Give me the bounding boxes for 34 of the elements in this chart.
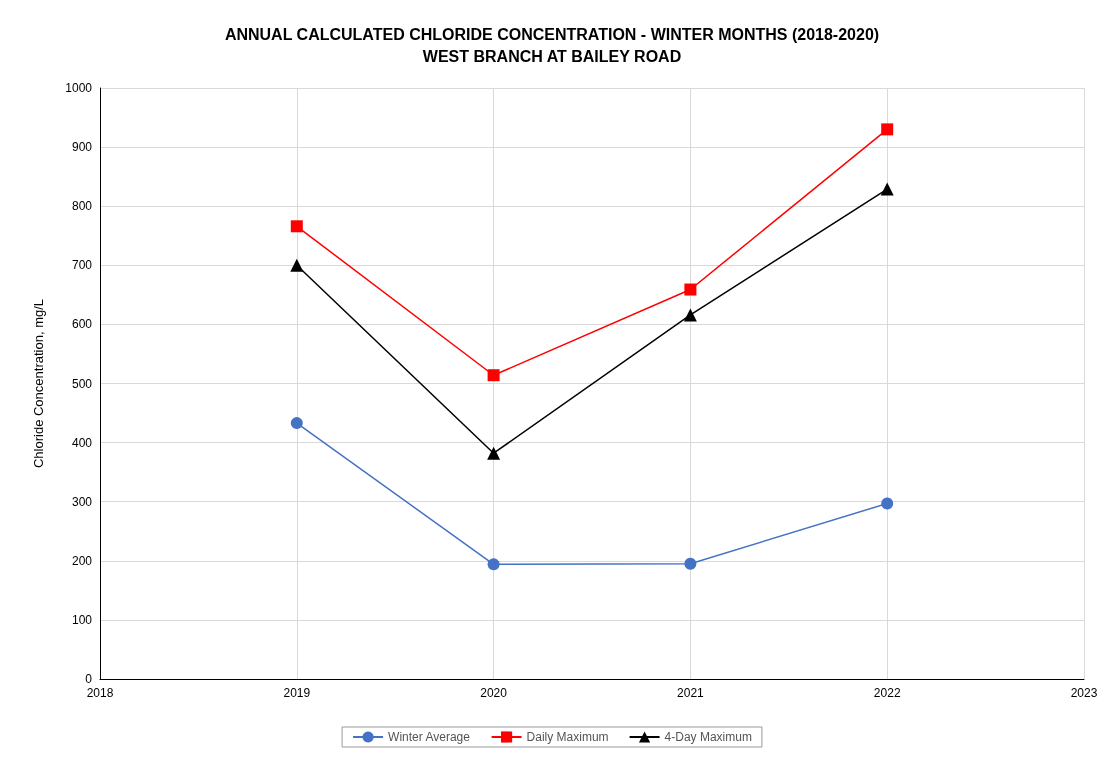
x-tick-label: 2018 (86, 686, 114, 700)
y-tick-label: 700 (71, 258, 93, 273)
y-axis-title: Chloride Concentration, mg/L (31, 298, 46, 469)
point (487, 369, 500, 382)
point (290, 220, 303, 233)
point (684, 557, 697, 570)
point (290, 258, 304, 272)
y-tick-label: 200 (71, 553, 93, 568)
x-tick-label: 2020 (480, 686, 508, 700)
point (684, 283, 697, 296)
y-tick-label: 100 (71, 612, 93, 627)
y-tick-label: 500 (71, 376, 93, 391)
point (881, 123, 894, 136)
point (881, 497, 894, 510)
y-tick-label: 1000 (65, 81, 93, 95)
y-tick-label: 800 (71, 199, 93, 214)
point (487, 558, 500, 571)
y-tick-label: 300 (71, 494, 93, 509)
x-tick-label: 2023 (1070, 686, 1098, 700)
x-tick-label: 2022 (873, 686, 901, 700)
x-tick-label: 2019 (283, 686, 311, 700)
point (683, 308, 697, 322)
legend-label: Winter Average (388, 730, 471, 744)
point (487, 446, 501, 460)
y-tick-label: 0 (85, 672, 93, 686)
y-tick-label: 900 (71, 140, 93, 155)
point (290, 417, 303, 430)
chart-title: ANNUAL CALCULATED CHLORIDE CONCENTRATION - WINTER MONTHS (2018-2020) WEST BRANCH AT BAILEY ROAD (224, 25, 880, 65)
legend-label: Daily Maximum (526, 730, 609, 744)
y-tick-label: 400 (71, 435, 93, 450)
point (880, 182, 894, 196)
legend-label: 4-Day Maximum (664, 730, 752, 744)
x-tick-label: 2021 (677, 686, 705, 700)
y-tick-label: 600 (71, 317, 93, 332)
